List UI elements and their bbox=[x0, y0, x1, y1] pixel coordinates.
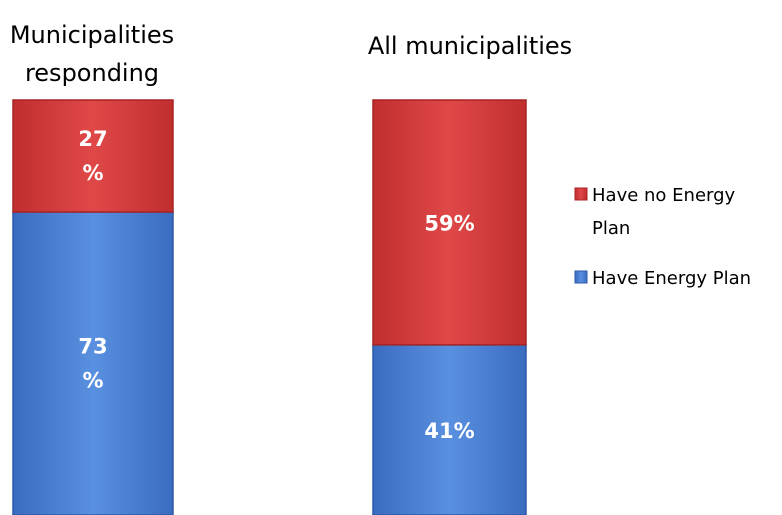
data-label-0-0-part-0: 73 bbox=[78, 335, 107, 359]
category-title-0-line-1: responding bbox=[25, 59, 159, 87]
bar-segment-have-no-energy-plan-0 bbox=[12, 99, 174, 213]
data-label-1-1: 59% bbox=[424, 211, 474, 235]
legend-label-1-line-0: Have Energy Plan bbox=[592, 268, 751, 289]
bar-segment-have-energy-plan-1 bbox=[372, 344, 527, 515]
bars bbox=[12, 99, 527, 515]
legend: Have no Energy Plan Have Energy Plan bbox=[574, 185, 751, 289]
legend-swatch-1 bbox=[574, 270, 588, 284]
bar-segment-have-energy-plan-0 bbox=[12, 211, 174, 515]
bar-titles: Municipalities responding All municipaliti… bbox=[10, 21, 572, 87]
segment-labels: 73% 27% 41% 59% bbox=[78, 127, 474, 443]
legend-swatch-0 bbox=[574, 187, 588, 201]
data-label-1-0-part-0: 27 bbox=[78, 127, 107, 151]
data-label-0-1: 41% bbox=[424, 419, 474, 443]
bar-segment-have-no-energy-plan-1 bbox=[372, 99, 527, 346]
data-label-1-0-part-1: % bbox=[82, 161, 103, 185]
category-title-0-line-0: Municipalities bbox=[10, 21, 174, 49]
category-title-1-line-0: All municipalities bbox=[368, 32, 572, 60]
legend-label-0-line-0: Have no Energy bbox=[592, 185, 736, 206]
data-label-0-0-part-1: % bbox=[82, 369, 103, 393]
legend-label-0-line-1: Plan bbox=[592, 218, 630, 239]
